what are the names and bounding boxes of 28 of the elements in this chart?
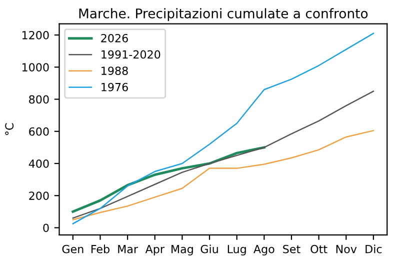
y-tick-label: 1000 (22, 63, 49, 72)
x-tick-label: Set (283, 244, 300, 254)
x-tick-label: Mag (172, 245, 193, 256)
x-tick-label: Giu (200, 244, 218, 254)
legend-label: 1991-2020 (102, 50, 160, 59)
y-tick-label: 200 (29, 192, 49, 200)
legend-label: 1988 (102, 66, 128, 75)
y-tick-label: 0 (43, 224, 49, 232)
y-tick-label: 800 (29, 95, 49, 104)
x-tick-label: Ago (254, 245, 274, 256)
line-series (72, 90, 374, 219)
y-tick-label: 400 (28, 159, 49, 168)
y-tick-label: 1200 (22, 30, 49, 40)
line-series (72, 130, 374, 220)
y-axis-title: °C (5, 123, 14, 135)
legend-label: 2026 (101, 34, 128, 42)
chart-title: Marche. Precipitazioni cumulate a confronto (79, 8, 368, 21)
x-tick-label: Gen (62, 244, 84, 254)
y-tick-label: 600 (29, 127, 49, 136)
x-tick-label: Mar (118, 245, 138, 254)
x-tick-label: Dic (366, 244, 382, 254)
x-tick-label: Apr (145, 245, 164, 256)
line-series (72, 32, 374, 224)
x-tick-label: Nov (336, 245, 357, 254)
x-tick-label: Lug (228, 245, 246, 256)
x-tick-label: Ott (310, 244, 328, 254)
x-tick-label: Feb (91, 244, 110, 254)
legend-label: 1976 (102, 82, 128, 92)
